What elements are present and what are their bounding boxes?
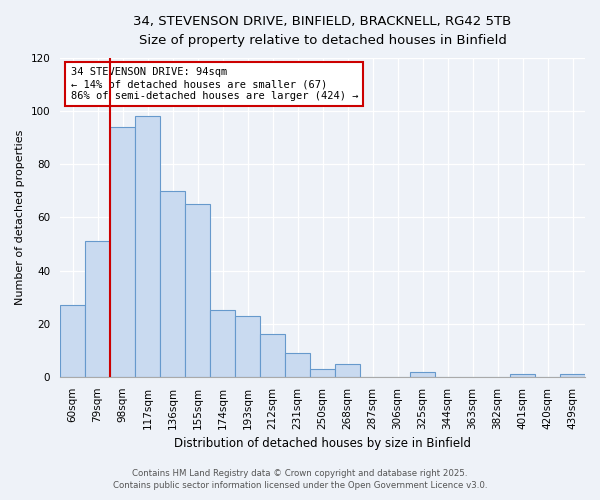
Bar <box>85 242 110 377</box>
Bar <box>285 353 310 377</box>
Bar <box>335 364 360 377</box>
X-axis label: Distribution of detached houses by size in Binfield: Distribution of detached houses by size … <box>174 437 471 450</box>
Bar <box>110 127 135 377</box>
Bar <box>60 305 85 377</box>
Bar <box>310 369 335 377</box>
Bar <box>160 191 185 377</box>
Bar <box>135 116 160 377</box>
Bar <box>260 334 285 377</box>
Bar <box>560 374 585 377</box>
Bar <box>410 372 435 377</box>
Bar <box>235 316 260 377</box>
Title: 34, STEVENSON DRIVE, BINFIELD, BRACKNELL, RG42 5TB
Size of property relative to : 34, STEVENSON DRIVE, BINFIELD, BRACKNELL… <box>133 15 512 47</box>
Y-axis label: Number of detached properties: Number of detached properties <box>15 130 25 305</box>
Bar <box>510 374 535 377</box>
Text: 34 STEVENSON DRIVE: 94sqm
← 14% of detached houses are smaller (67)
86% of semi-: 34 STEVENSON DRIVE: 94sqm ← 14% of detac… <box>71 68 358 100</box>
Bar <box>210 310 235 377</box>
Bar <box>185 204 210 377</box>
Text: Contains HM Land Registry data © Crown copyright and database right 2025.
Contai: Contains HM Land Registry data © Crown c… <box>113 468 487 490</box>
